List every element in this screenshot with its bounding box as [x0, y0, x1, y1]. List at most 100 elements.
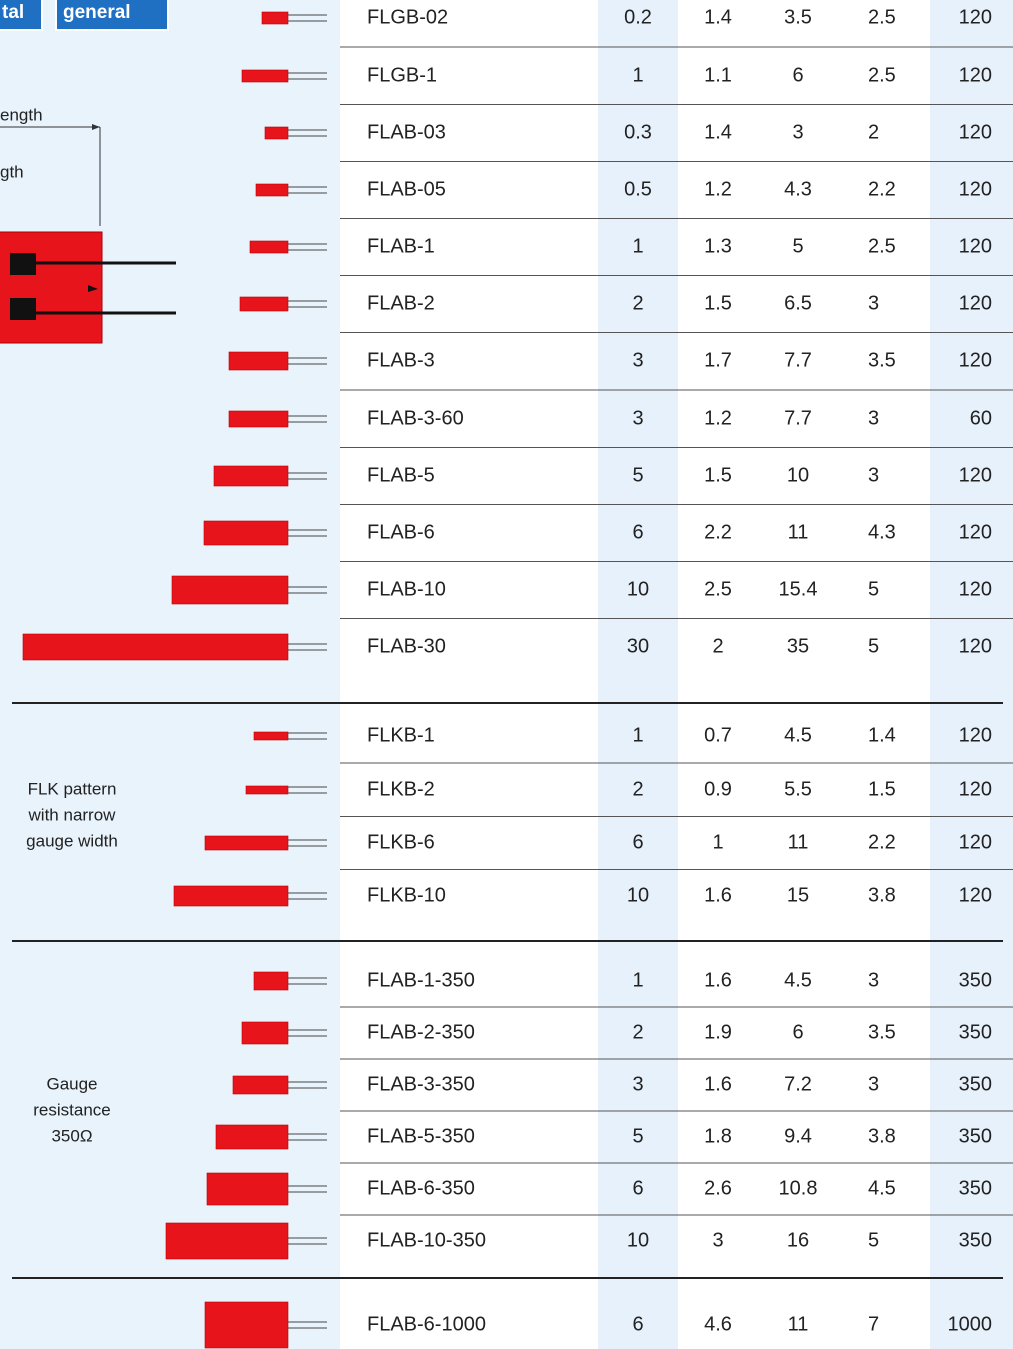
cell-value: 3: [868, 1073, 879, 1095]
cell-value: 4.5: [784, 969, 812, 991]
cell-value: 1.4: [704, 6, 732, 28]
cell-value: 120: [959, 235, 992, 257]
cell-value: 120: [959, 778, 992, 800]
model-name: FLAB-05: [367, 178, 446, 200]
cell-value: 3: [868, 292, 879, 314]
cell-value: 11: [788, 1313, 809, 1335]
cell-value: 0.5: [624, 178, 652, 200]
group-label: gauge width: [26, 831, 118, 850]
cell-value: 30: [627, 635, 649, 657]
cell-value: 1: [632, 64, 643, 86]
model-name: FLAB-3-60: [367, 407, 464, 429]
cell-value: 1.8: [704, 1125, 732, 1147]
cell-value: 35: [787, 635, 809, 657]
cell-value: 1.5: [704, 464, 732, 486]
cell-value: 4.3: [868, 521, 896, 543]
tab-label[interactable]: tal: [2, 2, 24, 23]
cell-value: 1: [632, 235, 643, 257]
cell-value: 2.2: [704, 521, 732, 543]
pad: [10, 253, 36, 275]
pad: [10, 298, 36, 320]
gauge-image: [264, 126, 289, 140]
cell-value: 1.7: [704, 349, 732, 371]
cell-value: 4.5: [784, 724, 812, 746]
cell-value: 120: [959, 635, 992, 657]
cell-value: 3: [868, 464, 879, 486]
cell-value: 16: [787, 1229, 809, 1251]
cell-value: 1.5: [868, 778, 896, 800]
gauge-image: [261, 11, 289, 25]
group-label: 350Ω: [51, 1126, 92, 1145]
cell-value: 11: [788, 521, 809, 543]
cell-value: 5: [632, 1125, 643, 1147]
cell-value: 1000: [948, 1313, 993, 1335]
cell-value: 11: [788, 831, 809, 853]
cell-value: 6: [792, 1021, 803, 1043]
arrow: [88, 285, 98, 292]
model-name: FLKB-10: [367, 884, 446, 906]
cell-value: 120: [959, 121, 992, 143]
gauge-image: [255, 183, 289, 197]
model-name: FLAB-2-350: [367, 1021, 475, 1043]
cell-value: 120: [959, 292, 992, 314]
cell-value: 15.4: [779, 578, 818, 600]
cell-value: 1.4: [868, 724, 896, 746]
group-label: Gauge: [46, 1074, 97, 1093]
cell-value: 2: [632, 778, 643, 800]
cell-value: 7.7: [784, 349, 812, 371]
cell-value: 5.5: [784, 778, 812, 800]
cell-value: 350: [959, 1177, 992, 1199]
cell-value: 5: [792, 235, 803, 257]
gauge-image: [241, 69, 289, 83]
cell-value: 5: [868, 578, 879, 600]
cell-value: 1.2: [704, 407, 732, 429]
cell-value: 3: [632, 349, 643, 371]
cell-value: 1.2: [704, 178, 732, 200]
tab-label[interactable]: general: [63, 2, 131, 23]
tab[interactable]: [0, 0, 43, 31]
cell-value: 10: [627, 884, 649, 906]
cell-value: 4.3: [784, 178, 812, 200]
cell-value: 3.8: [868, 884, 896, 906]
cell-value: 3.5: [868, 349, 896, 371]
gauge-image: [165, 1222, 289, 1260]
cell-value: 120: [959, 6, 992, 28]
cell-value: 3: [868, 969, 879, 991]
model-name: FLAB-30: [367, 635, 446, 657]
cell-value: 350: [959, 1125, 992, 1147]
cell-value: 2: [632, 292, 643, 314]
model-name: FLAB-10: [367, 578, 446, 600]
model-name: FLAB-6-350: [367, 1177, 475, 1199]
cell-value: 5: [868, 635, 879, 657]
cell-value: 7: [868, 1313, 879, 1335]
group-label: resistance: [33, 1100, 110, 1119]
cell-value: 1.9: [704, 1021, 732, 1043]
model-name: FLAB-03: [367, 121, 446, 143]
cell-value: 3: [712, 1229, 723, 1251]
model-name: FLAB-6-1000: [367, 1313, 486, 1335]
cell-value: 0.7: [704, 724, 732, 746]
tab[interactable]: [55, 0, 169, 31]
left-panel: [0, 0, 340, 1349]
model-name: FLKB-2: [367, 778, 435, 800]
cell-value: 3.8: [868, 1125, 896, 1147]
cell-value: 9.4: [784, 1125, 812, 1147]
cell-value: 3: [632, 1073, 643, 1095]
model-name: FLAB-5-350: [367, 1125, 475, 1147]
cell-value: 2.2: [868, 178, 896, 200]
group-label: FLK pattern: [28, 779, 117, 798]
cell-value: 3.5: [784, 6, 812, 28]
cell-value: 10: [787, 464, 809, 486]
cell-value: 350: [959, 1073, 992, 1095]
gauge-image: [203, 520, 289, 546]
cell-value: 15: [787, 884, 809, 906]
gauge-image: [22, 633, 289, 661]
gauge-image: [228, 410, 289, 428]
cell-value: 350: [959, 969, 992, 991]
cell-value: 120: [959, 578, 992, 600]
cell-value: 3: [632, 407, 643, 429]
group-label: with narrow: [28, 805, 117, 824]
cell-value: 6: [632, 521, 643, 543]
cell-value: 6: [792, 64, 803, 86]
